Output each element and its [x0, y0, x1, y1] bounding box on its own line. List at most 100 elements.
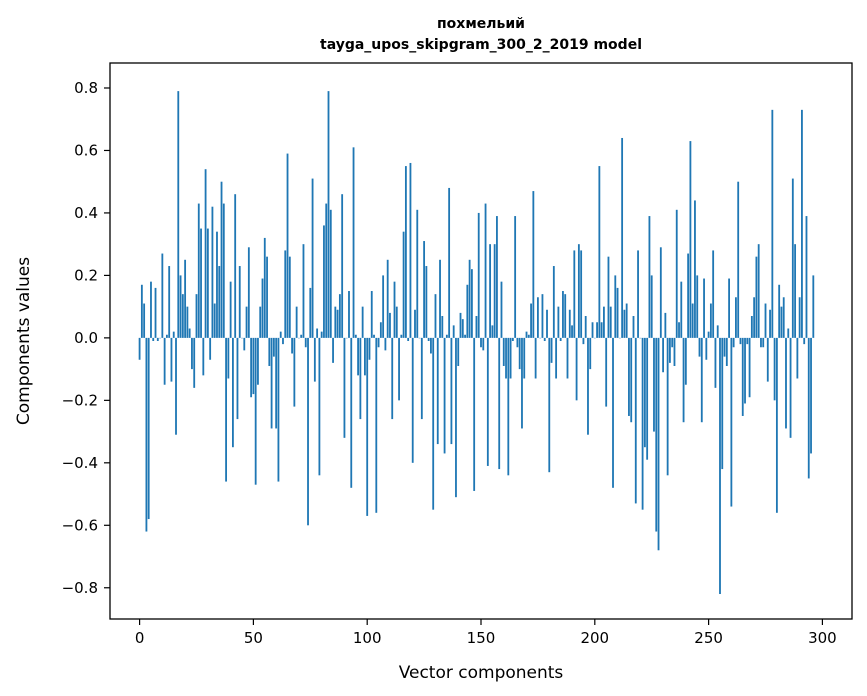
bar	[536, 297, 539, 338]
bar	[568, 309, 571, 338]
bar	[232, 337, 234, 448]
bar	[614, 275, 617, 338]
bar	[220, 181, 223, 338]
bar	[696, 275, 699, 338]
bar	[238, 266, 241, 338]
bar	[582, 337, 585, 345]
bar	[511, 337, 514, 341]
bar	[753, 297, 756, 338]
bar	[300, 334, 303, 338]
bar	[455, 337, 457, 498]
bar	[566, 337, 569, 379]
bar	[484, 203, 487, 338]
bar	[282, 337, 284, 345]
bar	[616, 287, 619, 338]
bar	[573, 250, 576, 338]
bar	[634, 337, 637, 504]
bar	[268, 337, 271, 366]
bar	[364, 337, 366, 376]
bar	[505, 337, 507, 379]
y-tick-label: 0.8	[74, 79, 98, 97]
bar	[370, 291, 373, 338]
bar	[361, 306, 364, 338]
bar	[625, 303, 628, 338]
bar	[411, 337, 414, 463]
bar	[762, 337, 765, 348]
bar	[628, 337, 630, 416]
bar	[500, 281, 503, 338]
bar	[477, 212, 480, 338]
bar	[391, 337, 394, 420]
bar	[662, 337, 664, 373]
bar	[716, 325, 719, 338]
bar	[521, 337, 523, 429]
bar	[750, 316, 753, 338]
bar	[216, 231, 218, 338]
bar	[769, 309, 771, 338]
bar	[420, 337, 423, 420]
bar	[498, 337, 501, 470]
bar	[156, 337, 159, 341]
bar	[771, 109, 774, 338]
bar	[584, 316, 587, 338]
bar	[807, 337, 810, 479]
bar	[150, 281, 152, 338]
bar	[803, 337, 806, 345]
bar	[482, 337, 485, 351]
bar	[589, 337, 592, 370]
bar	[357, 337, 359, 376]
bar	[254, 337, 257, 485]
bar	[184, 259, 187, 338]
bar	[552, 266, 555, 338]
bar	[204, 169, 207, 338]
bar	[140, 284, 143, 338]
bar	[450, 337, 453, 445]
bar	[509, 337, 512, 379]
bar	[480, 337, 482, 348]
bar	[161, 253, 164, 338]
bar	[571, 325, 573, 338]
bar	[643, 337, 646, 448]
bar	[197, 203, 200, 338]
bar	[445, 334, 448, 338]
bar	[596, 322, 598, 338]
y-axis-label: Components values	[14, 257, 34, 425]
bar	[502, 337, 505, 366]
bar	[523, 337, 526, 379]
bar	[707, 331, 710, 338]
bar	[168, 266, 171, 338]
bar	[580, 250, 583, 338]
x-tick-label: 100	[353, 629, 382, 647]
bar	[175, 337, 177, 435]
bar	[338, 294, 341, 338]
bar	[261, 278, 264, 338]
bar	[603, 306, 605, 338]
bar	[234, 194, 237, 338]
bar	[386, 259, 389, 338]
bar	[486, 337, 489, 466]
bar	[279, 331, 282, 338]
bar	[332, 337, 334, 363]
bar	[245, 306, 248, 338]
bar	[591, 322, 594, 338]
bar	[448, 187, 451, 338]
bar	[191, 337, 193, 370]
bar	[735, 297, 737, 338]
x-axis-ticks: 0 50 100 150 200 250 300	[135, 619, 837, 647]
bar	[812, 275, 815, 338]
bar	[546, 309, 548, 338]
bar	[550, 337, 553, 363]
bar	[703, 278, 705, 338]
bar	[559, 337, 562, 341]
bar	[491, 325, 494, 338]
bar	[352, 147, 355, 338]
bar	[443, 337, 446, 454]
y-tick-label: 0.6	[74, 141, 98, 159]
bar	[152, 337, 155, 341]
bar	[384, 337, 387, 351]
bar	[757, 244, 760, 338]
bar	[318, 337, 321, 476]
bar	[507, 337, 510, 476]
bar	[775, 337, 778, 513]
bar	[252, 337, 255, 395]
